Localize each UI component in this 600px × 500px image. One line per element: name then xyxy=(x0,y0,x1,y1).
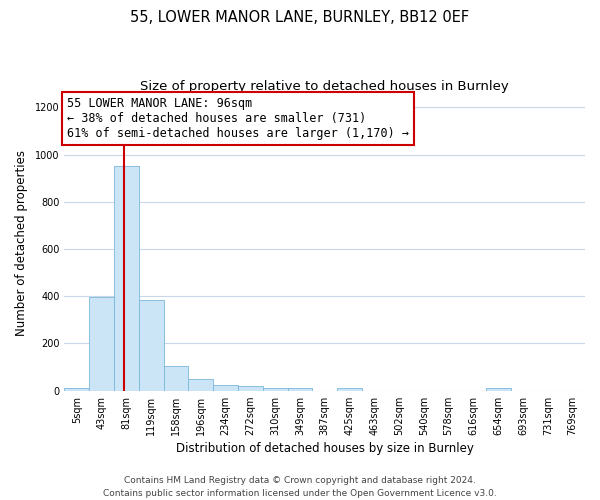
Bar xyxy=(114,166,139,390)
Title: Size of property relative to detached houses in Burnley: Size of property relative to detached ho… xyxy=(140,80,509,93)
Bar xyxy=(486,388,511,390)
Bar xyxy=(263,388,287,390)
Bar xyxy=(238,386,263,390)
Bar xyxy=(287,388,313,390)
Bar xyxy=(164,366,188,390)
Bar xyxy=(64,388,89,390)
Y-axis label: Number of detached properties: Number of detached properties xyxy=(15,150,28,336)
Text: Contains HM Land Registry data © Crown copyright and database right 2024.
Contai: Contains HM Land Registry data © Crown c… xyxy=(103,476,497,498)
Bar xyxy=(213,385,238,390)
Text: 55, LOWER MANOR LANE, BURNLEY, BB12 0EF: 55, LOWER MANOR LANE, BURNLEY, BB12 0EF xyxy=(130,10,470,25)
X-axis label: Distribution of detached houses by size in Burnley: Distribution of detached houses by size … xyxy=(176,442,473,455)
Bar xyxy=(188,379,213,390)
Text: 55 LOWER MANOR LANE: 96sqm
← 38% of detached houses are smaller (731)
61% of sem: 55 LOWER MANOR LANE: 96sqm ← 38% of deta… xyxy=(67,97,409,140)
Bar xyxy=(89,298,114,390)
Bar xyxy=(139,300,164,390)
Bar xyxy=(337,388,362,390)
